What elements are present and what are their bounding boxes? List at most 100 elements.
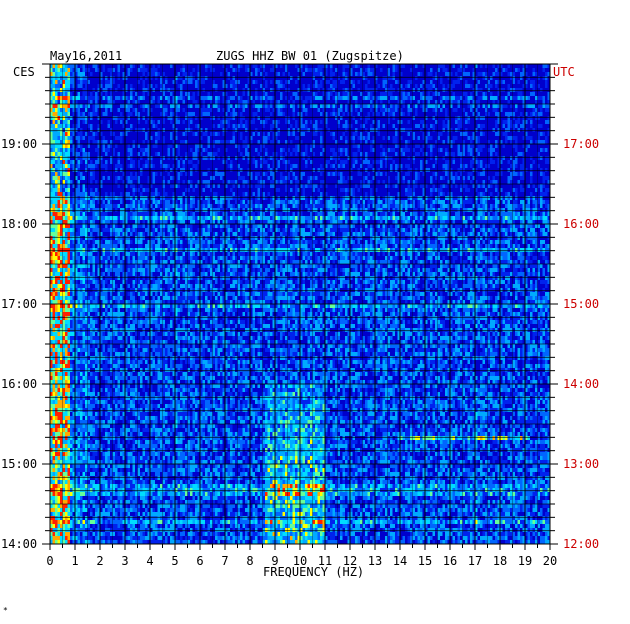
spectrogram-cell	[482, 240, 485, 244]
spectrogram-cell	[267, 220, 270, 224]
spectrogram-cell	[392, 228, 395, 232]
spectrogram-cell	[252, 224, 255, 228]
spectrogram-cell	[445, 220, 448, 224]
spectrogram-cell	[497, 236, 500, 240]
spectrogram-cell	[315, 212, 318, 216]
spectrogram-cell	[307, 88, 310, 92]
spectrogram-cell	[360, 104, 363, 108]
spectrogram-cell	[307, 84, 310, 88]
spectrogram-cell	[80, 156, 83, 160]
spectrogram-cell	[527, 224, 530, 228]
spectrogram-cell	[150, 84, 153, 88]
spectrogram-cell	[112, 76, 115, 80]
spectrogram-cell	[450, 140, 453, 144]
spectrogram-cell	[97, 216, 100, 220]
spectrogram-cell	[385, 208, 388, 212]
spectrogram-cell	[472, 208, 475, 212]
spectrogram-cell	[67, 172, 70, 176]
spectrogram-cell	[395, 96, 398, 100]
spectrogram-cell	[492, 100, 495, 104]
spectrogram-cell	[140, 212, 143, 216]
spectrogram-cell	[327, 96, 330, 100]
spectrogram-cell	[250, 96, 253, 100]
spectrogram-cell	[425, 84, 428, 88]
spectrogram-cell	[185, 112, 188, 116]
spectrogram-cell	[427, 144, 430, 148]
spectrogram-cell	[515, 88, 518, 92]
spectrogram-cell	[480, 212, 483, 216]
spectrogram-cell	[195, 100, 198, 104]
spectrogram-cell	[320, 192, 323, 196]
spectrogram-cell	[100, 220, 103, 224]
spectrogram-cell	[420, 228, 423, 232]
spectrogram-cell	[72, 184, 75, 188]
spectrogram-cell	[227, 120, 230, 124]
spectrogram-cell	[267, 136, 270, 140]
spectrogram-cell	[182, 64, 185, 68]
spectrogram-cell	[132, 144, 135, 148]
spectrogram-cell	[145, 196, 148, 200]
spectrogram-cell	[402, 216, 405, 220]
spectrogram-cell	[50, 176, 53, 180]
spectrogram-cell	[187, 208, 190, 212]
spectrogram-cell	[460, 76, 463, 80]
spectrogram-cell	[270, 112, 273, 116]
spectrogram-cell	[150, 236, 153, 240]
spectrogram-cell	[180, 216, 183, 220]
spectrogram-cell	[367, 196, 370, 200]
spectrogram-cell	[287, 176, 290, 180]
spectrogram-cell	[547, 188, 550, 192]
spectrogram-cell	[282, 216, 285, 220]
spectrogram-cell	[297, 88, 300, 92]
spectrogram-cell	[470, 160, 473, 164]
spectrogram-cell	[420, 196, 423, 200]
spectrogram-cell	[190, 196, 193, 200]
spectrogram-cell	[147, 148, 150, 152]
spectrogram-cell	[197, 232, 200, 236]
spectrogram-cell	[387, 100, 390, 104]
spectrogram-cell	[200, 220, 203, 224]
spectrogram-cell	[222, 200, 225, 204]
spectrogram-cell	[177, 104, 180, 108]
spectrogram-cell	[212, 224, 215, 228]
spectrogram-cell	[75, 212, 78, 216]
spectrogram-cell	[435, 232, 438, 236]
spectrogram-cell	[382, 204, 385, 208]
spectrogram-cell	[377, 196, 380, 200]
spectrogram-cell	[125, 76, 128, 80]
spectrogram-cell	[412, 88, 415, 92]
spectrogram-cell	[70, 200, 73, 204]
spectrogram-cell	[490, 220, 493, 224]
spectrogram-cell	[447, 208, 450, 212]
spectrogram-cell	[325, 228, 328, 232]
spectrogram-cell	[367, 184, 370, 188]
spectrogram-cell	[525, 96, 528, 100]
spectrogram-cell	[547, 72, 550, 76]
spectrogram-cell	[450, 200, 453, 204]
spectrogram-cell	[272, 136, 275, 140]
spectrogram-cell	[212, 212, 215, 216]
spectrogram-cell	[422, 136, 425, 140]
spectrogram-cell	[162, 184, 165, 188]
spectrogram-cell	[302, 88, 305, 92]
spectrogram-cell	[247, 100, 250, 104]
spectrogram-cell	[87, 140, 90, 144]
spectrogram-cell	[360, 140, 363, 144]
spectrogram-cell	[340, 200, 343, 204]
spectrogram-cell	[250, 120, 253, 124]
spectrogram-cell	[467, 244, 470, 248]
spectrogram-cell	[467, 120, 470, 124]
spectrogram-cell	[257, 232, 260, 236]
spectrogram-cell	[332, 152, 335, 156]
spectrogram-cell	[310, 220, 313, 224]
spectrogram-cell	[142, 84, 145, 88]
spectrogram-cell	[352, 144, 355, 148]
spectrogram-cell	[257, 116, 260, 120]
spectrogram-cell	[297, 180, 300, 184]
spectrogram-cell	[270, 88, 273, 92]
spectrogram-cell	[442, 64, 445, 68]
spectrogram-cell	[147, 112, 150, 116]
spectrogram-cell	[162, 196, 165, 200]
spectrogram-cell	[320, 112, 323, 116]
spectrogram-cell	[477, 204, 480, 208]
